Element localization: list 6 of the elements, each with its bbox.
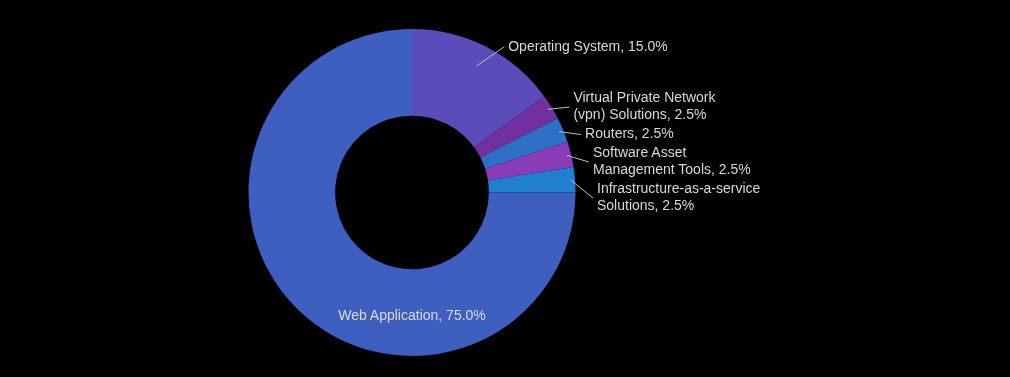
slice-label: Virtual Private Network (vpn) Solutions, 2.5% bbox=[573, 89, 717, 123]
slice-label: Operating System, 15.0% bbox=[508, 37, 668, 54]
slice-label: Web Application, 75.0% bbox=[338, 307, 486, 324]
slice-label: Infrastructure-as-a-service Solutions, 2.5% bbox=[597, 180, 761, 214]
slice-label: Software Asset Management Tools, 2.5% bbox=[592, 144, 751, 178]
slice-label: Routers, 2.5% bbox=[585, 125, 674, 142]
